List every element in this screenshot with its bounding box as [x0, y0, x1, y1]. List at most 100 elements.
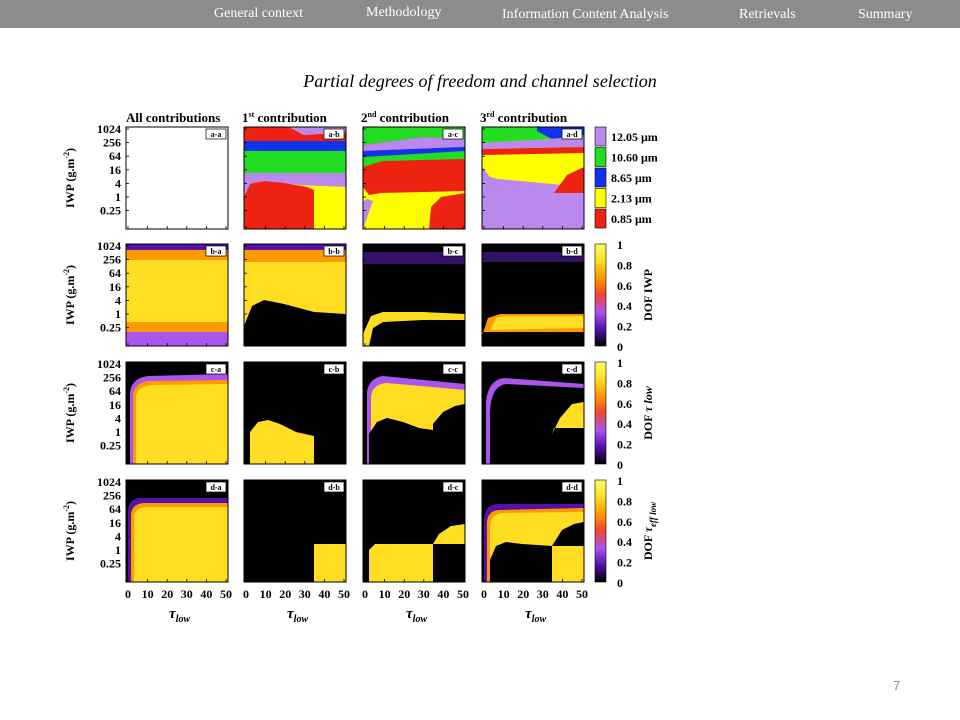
y-tick-label: 4: [115, 293, 121, 307]
panel-label: a-a: [211, 130, 222, 139]
panel-label-box: [561, 245, 583, 257]
x-axis-label: τlow: [525, 606, 546, 625]
heatmap-panel-d-a: [126, 480, 228, 582]
y-tick-label: 256: [103, 489, 121, 503]
panel-label-box: [442, 128, 464, 140]
colorbar-label: DOF τeff low: [641, 501, 658, 560]
colorbar-tick-label: 0: [617, 458, 623, 472]
x-axis-label: τlow: [287, 606, 308, 625]
channel-legend-label: 12.05 μm: [611, 130, 658, 144]
channel-legend-label: 8.65 μm: [611, 171, 652, 185]
panel-frame: [481, 479, 585, 583]
x-tick-label: 50: [220, 587, 232, 601]
panel-label-box: [205, 245, 227, 257]
colorbar-tick-label: 0.4: [617, 535, 632, 549]
panel-label-box: [561, 128, 583, 140]
x-tick-label: 20: [398, 587, 410, 601]
heatmap-panel-a-c: [363, 127, 465, 229]
x-tick-label: 30: [418, 587, 430, 601]
panel-label: d-b: [328, 483, 340, 492]
channel-legend-label: 0.85 μm: [611, 212, 652, 226]
x-axis-label: τlow: [169, 606, 190, 625]
panel-frame: [362, 126, 466, 230]
dof-colorbar: [594, 361, 607, 465]
dof-colorbar: [594, 479, 607, 583]
y-axis-label: IWP (g.m-2): [62, 383, 77, 443]
x-tick-label: 40: [318, 587, 330, 601]
channel-legend-swatch: [594, 167, 607, 188]
panel-label-box: [561, 363, 583, 375]
y-tick-label: 4: [115, 411, 121, 425]
nav-summary[interactable]: Summary: [858, 7, 913, 22]
heatmap-panel-d-d: [482, 480, 584, 582]
y-tick-label: 0.25: [100, 439, 121, 453]
panel-frame: [125, 243, 229, 347]
x-tick-label: 30: [537, 587, 549, 601]
column-title: 3rd contribution: [480, 110, 568, 125]
y-tick-label: 1024: [97, 357, 121, 371]
nav-methodology[interactable]: Methodology: [366, 5, 442, 20]
panel-label: a-b: [328, 130, 340, 139]
panel-label: b-c: [448, 247, 459, 256]
y-tick-label: 256: [103, 136, 121, 150]
x-tick-label: 0: [125, 587, 131, 601]
page-number: 7: [893, 678, 901, 693]
colorbar-tick-label: 0.6: [617, 279, 632, 293]
panel-label: a-d: [566, 130, 578, 139]
y-tick-label: 1024: [97, 475, 121, 489]
x-tick-label: 10: [260, 587, 272, 601]
y-tick-label: 64: [109, 502, 121, 516]
top-navigation-bar: General context Methodology Information …: [0, 0, 960, 28]
column-title: 1st contribution: [242, 110, 328, 125]
channel-legend-swatch: [594, 208, 607, 229]
panel-label: b-b: [328, 247, 340, 256]
x-tick-label: 10: [498, 587, 510, 601]
y-tick-label: 16: [109, 280, 121, 294]
nav-information-content-analysis[interactable]: Information Content Analysis: [502, 7, 669, 22]
panel-label: c-d: [567, 365, 578, 374]
panel-label: c-a: [211, 365, 221, 374]
heatmap-panel-a-b: [244, 127, 346, 229]
y-tick-label: 1024: [97, 239, 121, 253]
panel-frame: [243, 243, 347, 347]
colorbar-tick-label: 0.4: [617, 299, 632, 313]
colorbar-tick-label: 0.8: [617, 376, 632, 390]
channel-legend-swatch: [594, 147, 607, 167]
y-tick-label: 64: [109, 149, 121, 163]
x-tick-label: 40: [437, 587, 449, 601]
panel-frame: [481, 243, 585, 347]
panel-frame: [125, 361, 229, 465]
colorbar-tick-label: 0.8: [617, 494, 632, 508]
y-tick-label: 16: [109, 398, 121, 412]
panel-label: c-b: [329, 365, 340, 374]
colorbar-tick-label: 1: [617, 238, 623, 252]
colorbar-label: DOF IWP: [641, 269, 655, 321]
y-tick-label: 64: [109, 384, 121, 398]
y-axis-label: IWP (g.m-2): [62, 148, 77, 208]
panel-label-box: [323, 363, 345, 375]
panel-frame: [362, 479, 466, 583]
colorbar-tick-label: 1: [617, 356, 623, 370]
y-tick-label: 256: [103, 253, 121, 267]
x-tick-label: 50: [457, 587, 469, 601]
y-tick-label: 4: [115, 176, 121, 190]
channel-legend-label: 2.13 μm: [611, 192, 652, 206]
channel-legend-swatch: [594, 126, 607, 147]
y-tick-label: 1: [115, 425, 121, 439]
nav-retrievals[interactable]: Retrievals: [739, 7, 796, 22]
x-tick-label: 0: [243, 587, 249, 601]
heatmap-panel-d-c: [363, 480, 465, 582]
heatmap-panel-d-b: [244, 480, 346, 582]
nav-general-context[interactable]: General context: [214, 6, 304, 21]
y-tick-label: 256: [103, 371, 121, 385]
y-tick-label: 16: [109, 516, 121, 530]
panel-label-box: [205, 128, 227, 140]
y-tick-label: 1024: [97, 122, 121, 136]
heatmap-panel-c-c: [363, 362, 465, 464]
panel-frame: [481, 361, 585, 465]
heatmap-panel-b-c: [363, 244, 465, 346]
panel-label: d-a: [210, 483, 221, 492]
x-tick-label: 20: [517, 587, 529, 601]
panel-frame: [243, 361, 347, 465]
panel-label-box: [561, 481, 583, 493]
